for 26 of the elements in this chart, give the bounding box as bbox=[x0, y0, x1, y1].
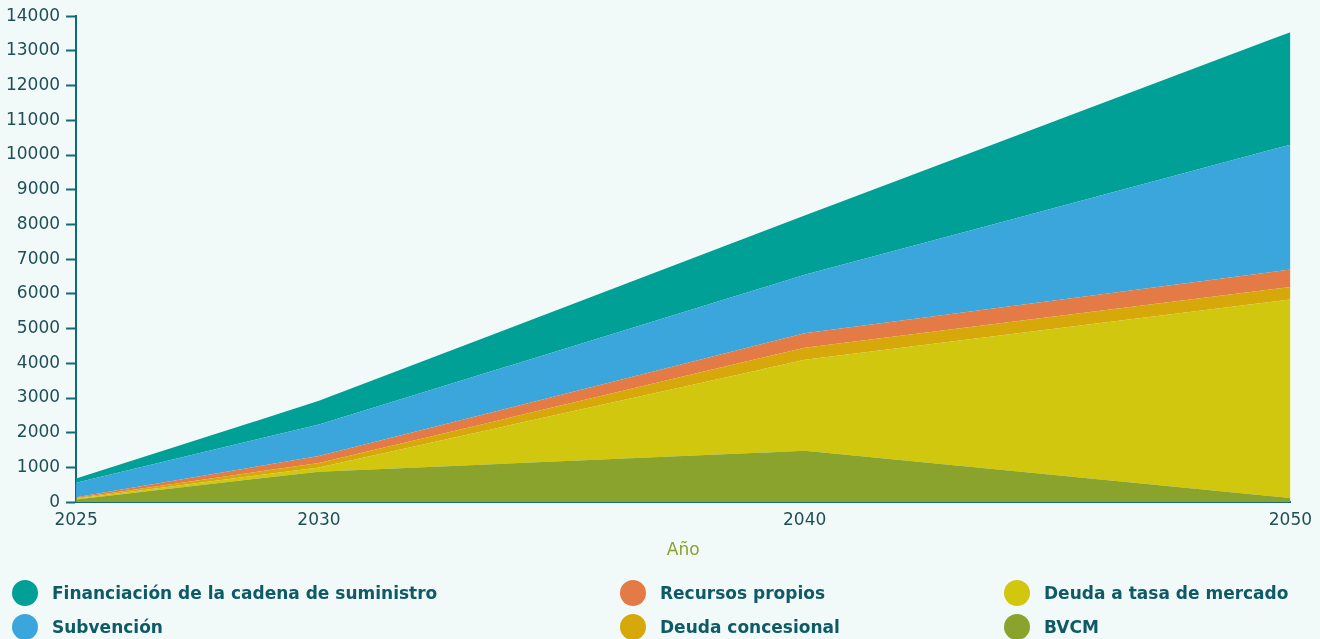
y-tick-label: 0 bbox=[49, 490, 61, 511]
y-tick-label: 11000 bbox=[5, 108, 61, 129]
y-tick-label: 7000 bbox=[16, 247, 61, 268]
y-tick-label: 10000 bbox=[5, 143, 61, 164]
x-axis-title: Año bbox=[666, 539, 700, 560]
x-tick-label: 2025 bbox=[54, 508, 98, 529]
y-tick-label: 5000 bbox=[16, 317, 61, 338]
legend-label: BVCM bbox=[1044, 617, 1099, 637]
y-tick-label: 9000 bbox=[16, 178, 61, 199]
y-tick-label: 4000 bbox=[16, 351, 61, 372]
y-tick-label: 12000 bbox=[5, 74, 61, 95]
y-tick-label: 14000 bbox=[5, 4, 61, 25]
y-tick-label: 1000 bbox=[16, 455, 61, 476]
legend-label: Deuda a tasa de mercado bbox=[1044, 583, 1289, 603]
legend-label: Financiación de la cadena de suministro bbox=[52, 583, 438, 603]
x-tick-label: 2030 bbox=[297, 508, 341, 529]
legend-label: Subvención bbox=[52, 617, 163, 637]
x-tick-label: 2050 bbox=[1268, 508, 1312, 529]
legend-label: Deuda concesional bbox=[660, 617, 840, 637]
legend-label: Recursos propios bbox=[660, 583, 826, 603]
y-tick-label: 13000 bbox=[5, 39, 61, 60]
y-tick-label: 3000 bbox=[16, 386, 61, 407]
x-tick-label: 2040 bbox=[783, 508, 827, 529]
y-tick-label: 8000 bbox=[16, 212, 61, 233]
y-tick-label: 6000 bbox=[16, 282, 61, 303]
y-tick-label: 2000 bbox=[16, 421, 61, 442]
